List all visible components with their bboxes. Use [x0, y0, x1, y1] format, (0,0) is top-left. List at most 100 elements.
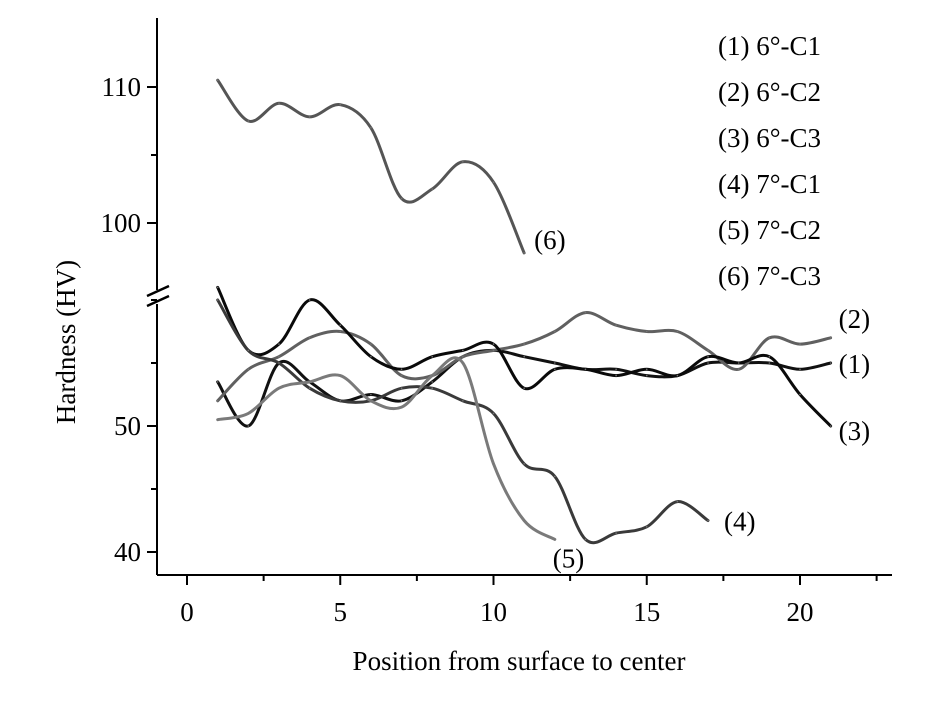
- data-point: [523, 355, 525, 358]
- data-point: [615, 368, 617, 371]
- data-point: [247, 412, 250, 415]
- data-point: [400, 406, 403, 408]
- data-point: [768, 362, 771, 364]
- data-point: [829, 425, 832, 427]
- x-tick-label: 15: [633, 597, 660, 627]
- data-point: [584, 538, 587, 541]
- data-point: [247, 120, 250, 122]
- series-end-label: (4): [724, 507, 755, 537]
- data-point: [400, 387, 403, 390]
- data-point: [462, 161, 464, 163]
- data-point: [278, 343, 280, 345]
- series-end-label: (5): [553, 543, 584, 573]
- data-point: [645, 374, 648, 377]
- ticks: 0 5 10 15 20 40 50 100 110: [101, 72, 878, 627]
- data-point: [339, 103, 342, 106]
- x-tick-label: 5: [334, 597, 348, 627]
- data-point: [676, 374, 679, 377]
- data-point: [462, 355, 464, 358]
- data-point: [707, 519, 709, 522]
- data-point: [216, 381, 219, 383]
- data-point: [308, 381, 311, 383]
- data-point: [737, 362, 740, 364]
- data-point: [829, 362, 832, 364]
- data-point: [216, 286, 219, 289]
- data-point: [216, 299, 219, 301]
- data-point: [492, 343, 495, 345]
- data-point: [339, 330, 342, 333]
- series-line-4: [216, 298, 710, 545]
- data-point: [492, 349, 495, 352]
- data-point: [308, 337, 311, 339]
- data-point: [308, 387, 311, 390]
- data-point: [523, 519, 525, 522]
- data-point: [615, 532, 617, 534]
- data-point: [492, 181, 495, 183]
- data-point: [584, 368, 587, 371]
- data-point: [462, 362, 464, 364]
- axis-break-mark: [146, 284, 170, 298]
- data-point: [339, 400, 342, 402]
- data-point: [645, 330, 648, 333]
- data-point: [676, 330, 679, 333]
- legend-item: (2) 6°-C2: [718, 77, 821, 107]
- axis-break-mark: [146, 294, 170, 308]
- legend-item: (5) 7°-C2: [718, 215, 821, 245]
- data-point: [370, 393, 372, 396]
- data-point: [216, 400, 219, 402]
- data-point: [308, 116, 311, 118]
- data-point: [676, 500, 679, 503]
- y-tick-label: 50: [114, 411, 141, 441]
- series-end-label: (6): [534, 225, 565, 255]
- x-tick-label: 10: [480, 597, 507, 627]
- x-tick-label: 0: [180, 597, 194, 627]
- data-point: [645, 368, 648, 371]
- data-point: [707, 349, 709, 352]
- data-point: [707, 355, 709, 358]
- legend-item: (4) 7°-C1: [718, 169, 821, 199]
- data-point: [707, 362, 709, 364]
- data-point: [370, 343, 372, 345]
- data-point: [400, 197, 403, 200]
- y-tick-label: 110: [102, 72, 142, 102]
- x-tick-label: 20: [787, 597, 814, 627]
- data-point: [431, 381, 434, 383]
- data-point: [278, 102, 280, 105]
- data-point: [584, 311, 587, 314]
- data-point: [278, 387, 280, 390]
- data-point: [462, 349, 464, 352]
- data-point: [278, 362, 280, 364]
- data-point: [523, 387, 525, 390]
- series-labels: (1) (2) (3) (4) (5) (6): [534, 225, 870, 573]
- data-point: [339, 374, 342, 377]
- data-point: [799, 343, 801, 345]
- data-point: [554, 330, 556, 333]
- data-point: [370, 355, 372, 358]
- data-point: [400, 374, 403, 377]
- data-point: [431, 355, 434, 358]
- legend-item: (1) 6°-C1: [718, 31, 821, 61]
- data-point: [431, 188, 434, 190]
- series-end-label: (2): [839, 304, 870, 334]
- data-point: [829, 337, 832, 339]
- data-point: [462, 400, 464, 402]
- data-point: [492, 412, 495, 415]
- data-point: [370, 400, 372, 402]
- data-point: [492, 463, 495, 465]
- data-point: [554, 538, 556, 541]
- data-point: [431, 374, 434, 377]
- data-point: [615, 324, 617, 327]
- legend: (1) 6°-C1 (2) 6°-C2 (3) 6°-C3 (4) 7°-C1 (5) …: [718, 31, 821, 291]
- data-point: [554, 362, 556, 364]
- data-point: [645, 526, 648, 528]
- data-point: [523, 252, 525, 254]
- series-group: [216, 78, 833, 545]
- series-end-label: (1): [839, 349, 870, 379]
- data-point: [216, 418, 219, 421]
- x-axis-label: Position from surface to center: [353, 646, 686, 676]
- y-axis-label: Hardness (HV): [51, 260, 81, 424]
- data-point: [554, 368, 556, 371]
- data-point: [339, 324, 342, 327]
- data-point: [400, 368, 403, 371]
- legend-item: (3) 6°-C3: [718, 123, 821, 153]
